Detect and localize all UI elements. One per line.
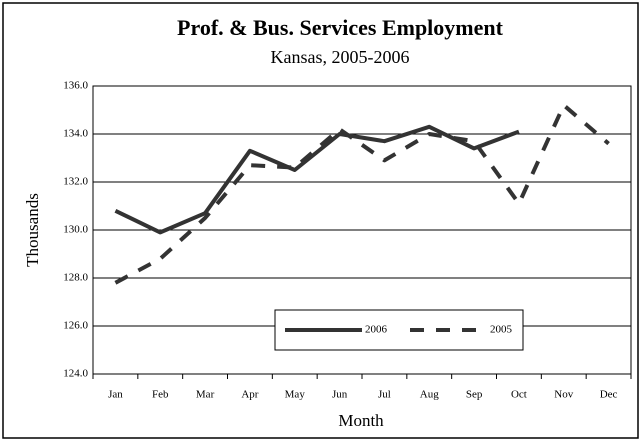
y-tick-label: 132.0 [63,176,88,188]
chart-title: Prof. & Bus. Services Employment [177,15,504,40]
legend-label: 2006 [365,324,388,336]
y-axis-label: Thousands [23,193,42,267]
x-tick-label: Dec [600,389,618,401]
x-tick-label: Nov [554,389,573,401]
x-tick-label: Mar [196,389,215,401]
y-tick-label: 128.0 [63,272,88,284]
x-tick-label: Jan [108,389,123,401]
series-line [114,103,610,285]
y-tick-label: 130.0 [63,224,88,236]
x-tick-label: Apr [241,389,258,401]
x-tick-label: May [285,389,306,401]
y-tick-label: 124.0 [63,368,88,380]
series-line [114,124,520,235]
y-tick-label: 134.0 [63,128,88,140]
x-tick-label: Jul [378,389,391,401]
x-axis-label: Month [338,411,384,430]
chart-subtitle: Kansas, 2005-2006 [271,47,410,67]
x-tick-label: Sep [466,389,483,401]
y-tick-label: 126.0 [63,320,88,332]
y-tick-label: 136.0 [63,80,88,92]
legend: 2006 2005 [274,309,524,351]
x-tick-label: Feb [152,389,169,401]
x-tick-label: Aug [420,389,439,401]
x-tick-label: Jun [332,389,348,401]
x-tick-label: Oct [511,389,527,401]
legend-label: 2005 [490,324,513,336]
